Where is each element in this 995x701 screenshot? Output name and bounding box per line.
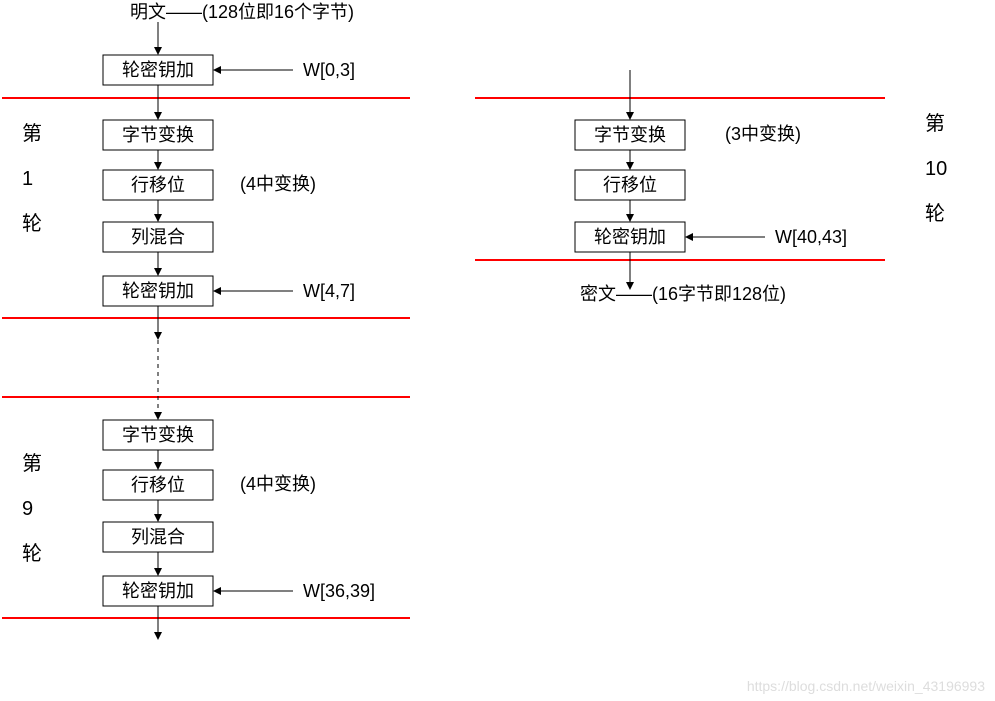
step-r3-key: W[40,43] — [775, 227, 847, 247]
arrow-head — [154, 514, 162, 522]
step-b0-key: W[0,3] — [303, 60, 355, 80]
round-note: (4中变换) — [240, 174, 316, 194]
round-note: (4中变换) — [240, 474, 316, 494]
step-b4-label: 轮密钥加 — [122, 281, 194, 301]
round-label: 第 — [22, 452, 42, 475]
arrow-head — [154, 332, 162, 340]
arrow-head — [154, 412, 162, 420]
arrow-head — [626, 162, 634, 170]
arrow-head — [154, 112, 162, 120]
key-arrow-head — [213, 287, 221, 295]
ciphertext-label: 密文——(16字节即128位) — [580, 284, 786, 304]
step-b7-label: 列混合 — [131, 527, 185, 547]
step-b3-label: 列混合 — [131, 227, 185, 247]
arrow-head — [154, 47, 162, 55]
round-label: 第 — [925, 112, 945, 135]
round-label: 10 — [925, 158, 947, 180]
step-b1-label: 字节变换 — [122, 125, 194, 145]
aes-flow-diagram: 轮密钥加W[0,3]字节变换行移位列混合轮密钥加W[4,7]字节变换行移位列混合… — [0, 0, 995, 701]
key-arrow-head — [213, 66, 221, 74]
step-b8-label: 轮密钥加 — [122, 581, 194, 601]
key-arrow-head — [685, 233, 693, 241]
arrow-head — [154, 162, 162, 170]
round-label: 9 — [22, 498, 33, 520]
step-r3-label: 轮密钥加 — [594, 227, 666, 247]
step-r1-label: 字节变换 — [594, 125, 666, 145]
step-b2-label: 行移位 — [131, 175, 185, 195]
round-label: 轮 — [925, 202, 945, 225]
step-b5-label: 字节变换 — [122, 425, 194, 445]
watermark: https://blog.csdn.net/weixin_43196993 — [747, 678, 985, 694]
arrow-head — [626, 214, 634, 222]
arrow-head — [154, 268, 162, 276]
round-label: 轮 — [22, 212, 42, 235]
round-note: (3中变换) — [725, 124, 801, 144]
step-b8-key: W[36,39] — [303, 581, 375, 601]
step-b4-key: W[4,7] — [303, 281, 355, 301]
step-b0-label: 轮密钥加 — [122, 60, 194, 80]
arrow-head — [154, 214, 162, 222]
arrow-head — [154, 632, 162, 640]
arrow-head — [626, 112, 634, 120]
round-label: 1 — [22, 168, 33, 190]
step-r2-label: 行移位 — [603, 175, 657, 195]
round-label: 第 — [22, 122, 42, 145]
round-label: 轮 — [22, 542, 42, 565]
arrow-head — [154, 568, 162, 576]
arrow-head — [154, 462, 162, 470]
step-b6-label: 行移位 — [131, 475, 185, 495]
key-arrow-head — [213, 587, 221, 595]
plaintext-label: 明文——(128位即16个字节) — [130, 2, 354, 22]
